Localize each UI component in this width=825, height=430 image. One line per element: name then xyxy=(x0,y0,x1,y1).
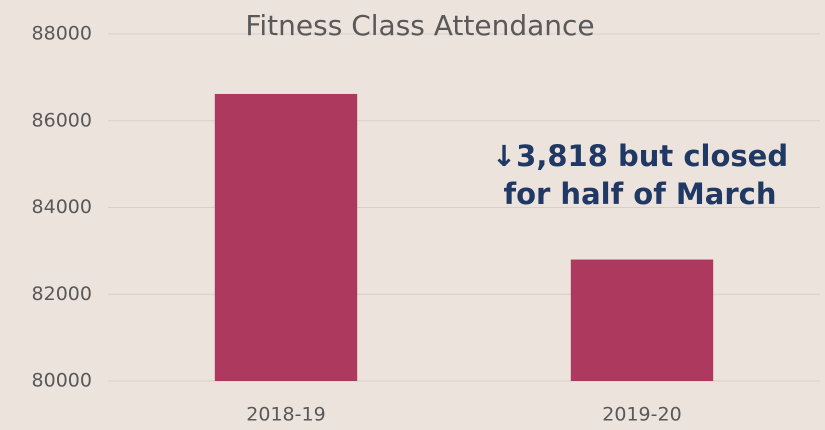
y-tick-label: 84000 xyxy=(32,196,92,218)
y-tick-label: 82000 xyxy=(32,283,92,305)
bar xyxy=(570,259,714,381)
x-tick-label: 2019-20 xyxy=(602,404,681,426)
bar xyxy=(214,93,358,382)
chart-title: Fitness Class Attendance xyxy=(245,9,594,42)
y-tick-label: 80000 xyxy=(32,370,92,392)
x-tick-label: 2018-19 xyxy=(246,404,325,426)
y-tick-label: 86000 xyxy=(32,109,92,131)
annotation: ↓3,818 but closed xyxy=(492,139,788,173)
y-tick-label: 88000 xyxy=(32,23,92,45)
annotation: for half of March xyxy=(503,177,776,211)
